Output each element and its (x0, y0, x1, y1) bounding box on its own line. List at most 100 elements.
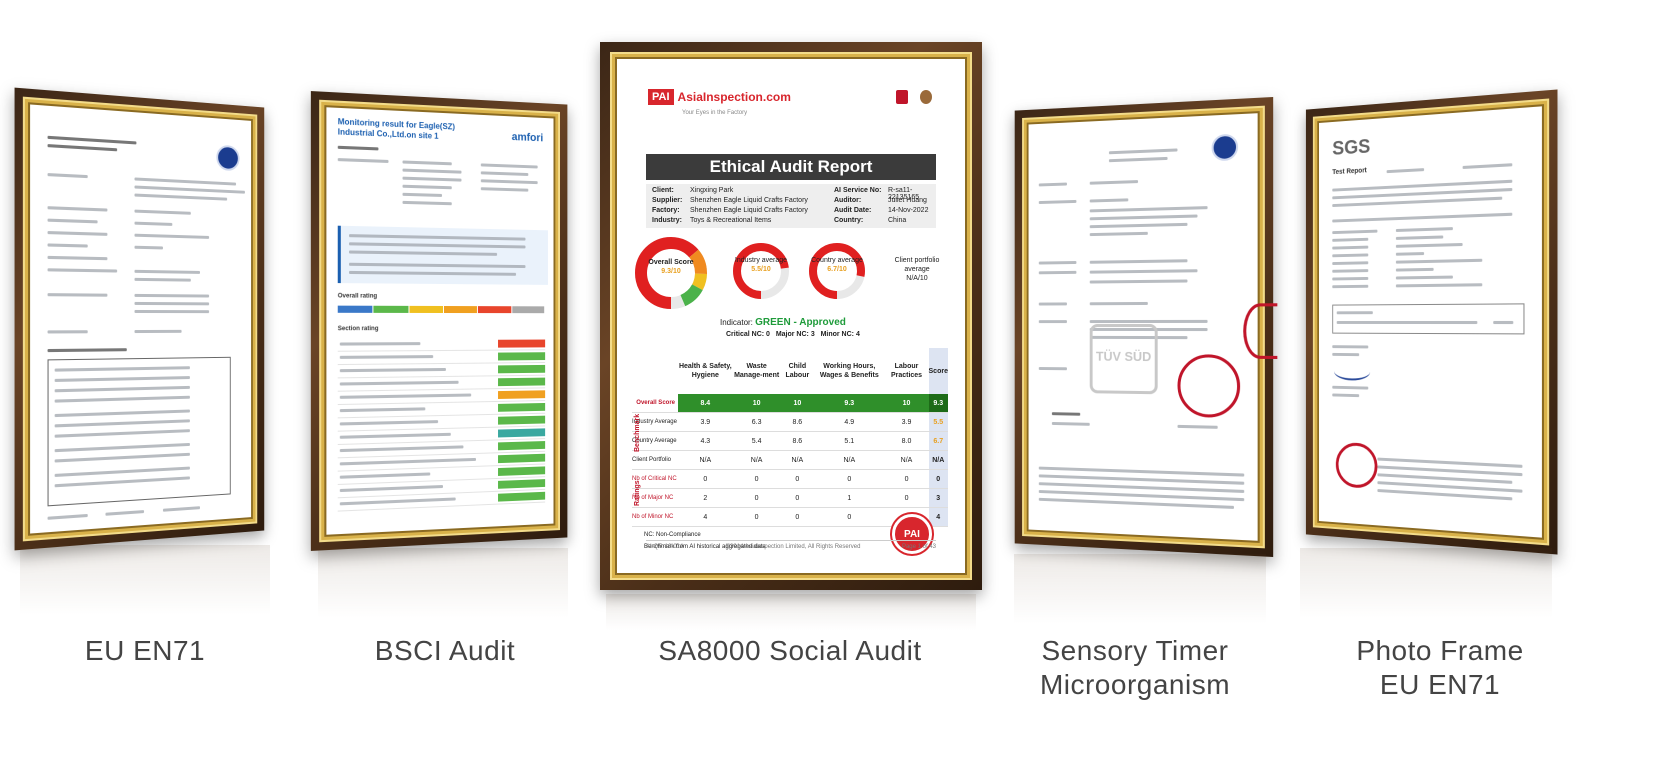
row-label: Overall Score (632, 394, 678, 413)
reflection (606, 594, 976, 630)
caption-photo-frame: Photo Frame EU EN71 (1320, 634, 1560, 702)
caption-en71: EU EN71 (40, 634, 250, 668)
score-cell: N/A (884, 450, 929, 470)
reflection (20, 545, 270, 615)
pai-seal: PAI (892, 514, 932, 554)
row-label: Country Average (632, 431, 678, 451)
country-value: China (888, 217, 907, 224)
signature (1334, 362, 1371, 381)
score-table-header: Health & Safety, Hygiene Waste Manage-me… (632, 348, 948, 394)
score-cell: 6.7 (928, 431, 948, 451)
caption-sensory-line1: Sensory Timer (1041, 635, 1229, 666)
score-cell: 10 (884, 394, 929, 413)
col-health: Health & Safety, Hygiene (678, 363, 732, 379)
score-cell: 0 (732, 488, 781, 508)
score-cell: 3.9 (678, 412, 733, 432)
overall-score-value: 9.3/10 (661, 268, 681, 275)
report-header: PAI AsiaInspection.com Your Eyes in the … (624, 66, 958, 128)
edge-seal (1243, 303, 1278, 360)
score-cell: 5.5 (928, 412, 948, 432)
score-table-row: Nb of Critical NC 0 0 0 0 0 0 (632, 469, 948, 489)
section-rating-label: Section rating (337, 326, 379, 333)
indicator-value: GREEN - Approved (755, 317, 846, 328)
score-table-row: Nb of Major NC 2 0 0 1 0 3 (632, 488, 948, 508)
client-value: Xingxing Park (690, 187, 734, 194)
score-table-row: Industry Average 3.9 6.3 8.6 4.9 3.9 5.5 (632, 412, 948, 432)
country-average-donut (809, 243, 865, 299)
certificate-frame-bsci[interactable]: Monitoring result for Eagle(SZ) Industri… (310, 91, 568, 551)
col-child: Child Labour (785, 363, 810, 379)
score-cell: 0 (814, 469, 885, 489)
score-table-row: Country Average 4.3 5.4 8.6 5.1 8.0 6.7 (632, 431, 948, 451)
rating-segment (337, 305, 373, 313)
caption-bsci-text: BSCI Audit (374, 635, 516, 666)
date-value: 14-Nov-2022 (888, 207, 929, 214)
row-label: Industry Average (632, 412, 678, 432)
industry-value: Toys & Recreational Items (690, 217, 772, 224)
score-cell: N/A (732, 450, 781, 470)
section-rating-chip (498, 377, 546, 387)
red-seal (1177, 354, 1241, 419)
row-label: Nb of Major NC (632, 488, 678, 508)
rating-segment (478, 306, 511, 314)
results-table (47, 356, 231, 507)
certificate-frame-en71[interactable] (14, 87, 265, 551)
rating-segment (409, 305, 443, 313)
section-rating-chip (498, 364, 546, 374)
supplier-key: Supplier: (652, 197, 683, 204)
score-cell: 0 (732, 469, 781, 489)
reflection (1014, 554, 1266, 624)
supplier-value: Shenzhen Eagle Liquid Crafts Factory (690, 197, 808, 204)
auditor-value: Juliet Huang (888, 197, 927, 204)
certificate-frame-photo-frame[interactable]: SGS Test Report (1305, 89, 1558, 555)
score-cell: 8.6 (780, 431, 815, 451)
section-rating-chip (498, 428, 546, 438)
indicator: Indicator: GREEN - Approved (720, 317, 846, 328)
certificate-frame-sa8000[interactable]: PAI AsiaInspection.com Your Eyes in the … (600, 42, 982, 590)
bsci-title: Monitoring result for Eagle(SZ) Industri… (337, 117, 456, 141)
section-rating-chip (498, 491, 546, 502)
audit-report-paper: PAI AsiaInspection.com Your Eyes in the … (624, 66, 958, 566)
reflection (1300, 548, 1552, 618)
nc-summary: Critical NC: 0 Major NC: 3 Minor NC: 4 (726, 331, 860, 338)
col-labour: Labour Practices (890, 363, 923, 379)
score-cell: 4.9 (814, 412, 885, 432)
score-cell: 6.3 (732, 412, 781, 432)
report-info-panel: Client: Xingxing Park Supplier: Shenzhen… (646, 184, 936, 228)
score-cell: 4.3 (678, 431, 733, 451)
score-cell: 0 (780, 469, 815, 489)
indicator-label: Indicator: (720, 318, 753, 327)
country-average-label: Country average (811, 257, 863, 264)
section-rating-chip (498, 441, 546, 451)
score-cell: N/A (814, 450, 885, 470)
col-score: Score (928, 348, 948, 394)
amfori-logo: amfori (511, 131, 544, 145)
col-working: Working Hours, Wages & Benefits (819, 363, 879, 379)
note-nc: NC: Non-Compliance (644, 532, 701, 538)
caption-sa8000: SA8000 Social Audit (620, 634, 960, 668)
score-cell: 9.3 (928, 394, 948, 413)
section-rating-chip (498, 415, 546, 425)
certificate-frame-sensory-timer[interactable]: TÜV SÜD (1014, 96, 1278, 558)
certificate-paper (35, 110, 247, 528)
service-key: AI Service No: (834, 187, 882, 194)
report-footer: AI-QR-16-01A ©2014 AsiaInspection Limite… (646, 540, 936, 550)
country-key: Country: (834, 217, 864, 224)
score-cell: 2 (678, 488, 733, 508)
client-portfolio-value: N/A/10 (906, 275, 928, 282)
tuv-stamp: TÜV SÜD (1089, 323, 1158, 395)
tuv-logo-icon (216, 144, 240, 172)
col-waste: Waste Manage-ment (734, 363, 780, 379)
score-cell: 3 (928, 488, 948, 508)
factory-value: Shenzhen Eagle Liquid Crafts Factory (690, 207, 808, 214)
score-cell: 0 (928, 469, 948, 489)
sgs-test-report: Test Report (1332, 167, 1367, 177)
ai-logo-text: AsiaInspection.com (677, 90, 791, 104)
country-average-value: 6.7/10 (827, 266, 847, 273)
row-label: Client Portfolio (632, 450, 678, 470)
benchmark-side-label: Benchmark (634, 413, 641, 452)
score-cell: N/A (678, 450, 733, 470)
overall-score-donut (635, 237, 707, 309)
score-table-row: Overall Score 8.4 10 10 9.3 10 9.3 (632, 394, 948, 413)
caption-sa8000-text: SA8000 Social Audit (658, 635, 922, 666)
